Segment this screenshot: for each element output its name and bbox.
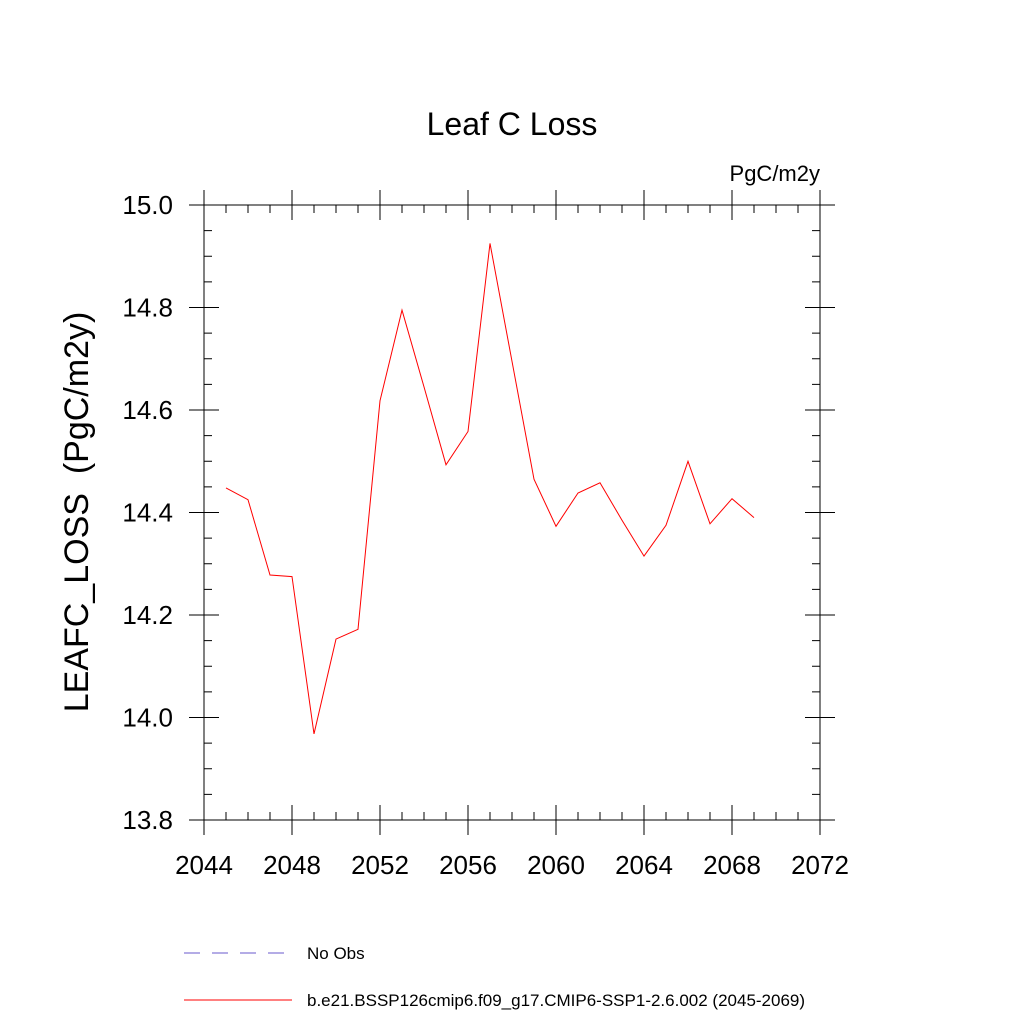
minor-ticks [204, 205, 820, 820]
y-tick-label: 15.0 [122, 190, 173, 220]
legend-label-no-obs: No Obs [307, 944, 365, 963]
x-tick-label: 2068 [703, 850, 761, 880]
y-tick-label: 14.2 [122, 600, 173, 630]
y-tick-label: 14.8 [122, 293, 173, 323]
x-tick-label: 2044 [175, 850, 233, 880]
y-tick-labels: 13.8 14.0 14.2 14.4 14.6 14.8 15.0 [122, 190, 173, 835]
chart-title: Leaf C Loss [427, 106, 598, 142]
y-tick-label: 13.8 [122, 805, 173, 835]
y-axis-title: LEAFC_LOSS (PgC/m2y) [58, 312, 96, 713]
series-line-0 [225, 243, 755, 735]
major-ticks [189, 190, 835, 835]
legend: No Obs b.e21.BSSP126cmip6.f09_g17.CMIP6-… [184, 944, 805, 1010]
x-tick-label: 2056 [439, 850, 497, 880]
x-tick-label: 2064 [615, 850, 673, 880]
y-tick-label: 14.6 [122, 395, 173, 425]
x-tick-label: 2048 [263, 850, 321, 880]
x-tick-label: 2052 [351, 850, 409, 880]
y-tick-label: 14.4 [122, 498, 173, 528]
plot-frame [203, 204, 821, 821]
x-tick-labels: 2044 2048 2052 2056 2060 2064 2068 2072 [175, 850, 849, 880]
series-layer [225, 243, 755, 735]
legend-label-model: b.e21.BSSP126cmip6.f09_g17.CMIP6-SSP1-2.… [307, 991, 805, 1010]
y-tick-label: 14.0 [122, 703, 173, 733]
x-tick-label: 2060 [527, 850, 585, 880]
units-label: PgC/m2y [730, 161, 820, 186]
x-tick-label: 2072 [791, 850, 849, 880]
